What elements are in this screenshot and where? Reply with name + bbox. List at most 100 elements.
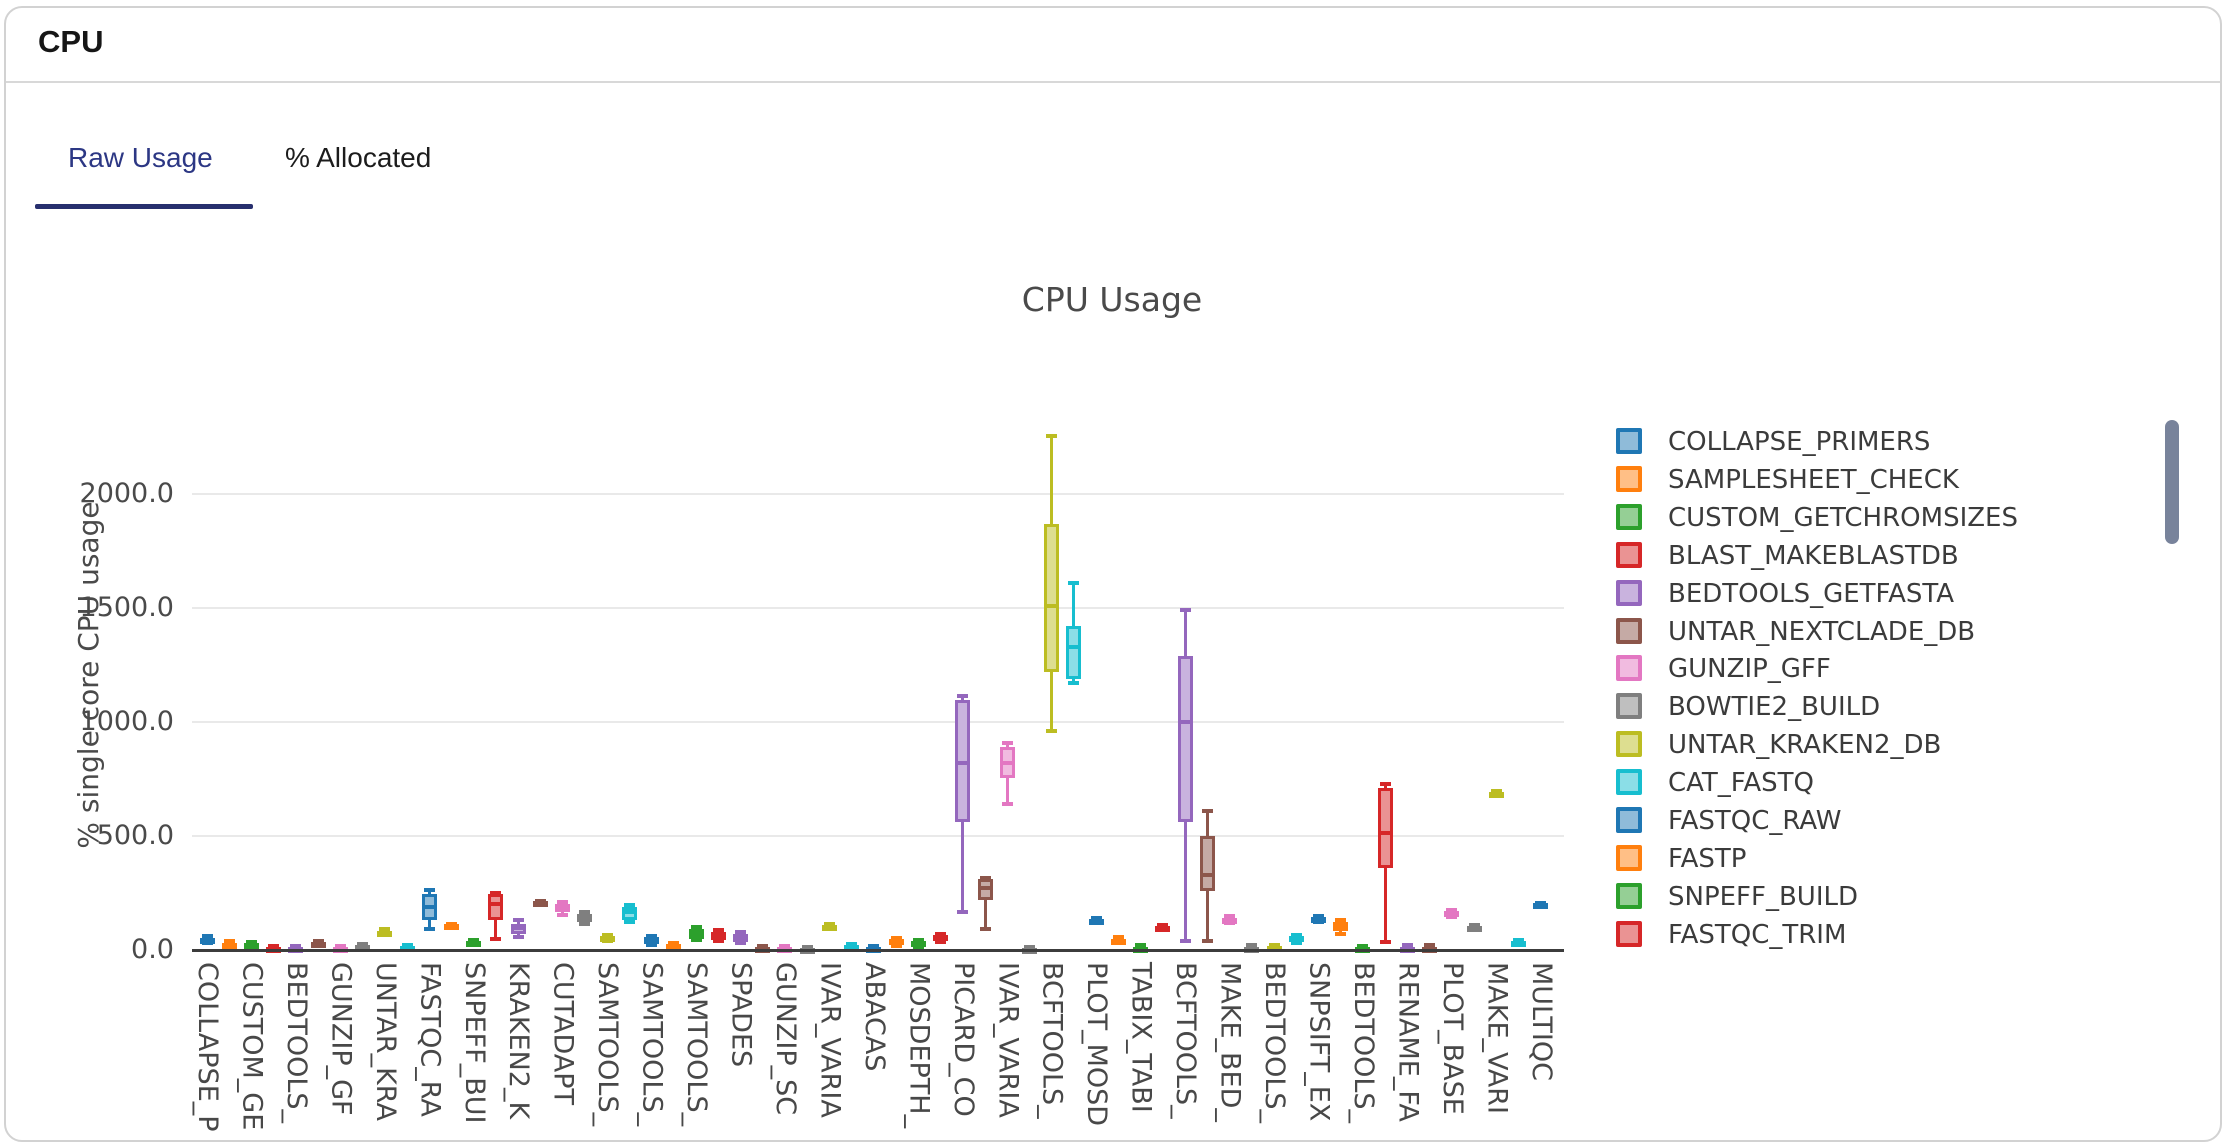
legend-item[interactable]: SNPEFF_BUILD — [1610, 882, 2170, 912]
legend-item[interactable]: BEDTOOLS_GETFASTA — [1610, 579, 2170, 609]
legend-item[interactable]: FASTQC_TRIM — [1610, 920, 2170, 950]
box-whisker-cap — [1090, 916, 1102, 921]
box-whisker-cap — [712, 928, 724, 933]
box-median-line — [312, 941, 324, 946]
x-tick-label: UNTAR_KRA — [369, 962, 401, 1121]
legend-swatch-icon — [1616, 920, 1642, 947]
box-whisker-cap — [979, 927, 991, 932]
box-whisker-cap — [957, 694, 969, 699]
x-tick-label: SAMTOOLS_ — [592, 962, 624, 1127]
tab-raw-usage[interactable]: Raw Usage — [68, 142, 213, 173]
box-whisker-cap — [1446, 907, 1458, 912]
box-whisker-cap — [1201, 938, 1213, 943]
box-whisker-cap — [712, 938, 724, 943]
box-whisker-cap — [379, 927, 391, 932]
legend-item[interactable]: SAMPLESHEET_CHECK — [1610, 465, 2170, 495]
tab-percent-allocated[interactable]: % Allocated — [285, 142, 432, 173]
x-tick-label: BCFTOOLS_ — [1170, 962, 1202, 1119]
box-whisker-cap — [1046, 433, 1058, 438]
box-whisker-cap — [423, 887, 435, 892]
legend-item[interactable]: BLAST_MAKEBLASTDB — [1610, 541, 2170, 571]
legend-item[interactable]: BOWTIE2_BUILD — [1610, 692, 2170, 722]
box-median-line — [1112, 937, 1124, 942]
box-median-line — [1357, 946, 1369, 951]
box-whisker-cap — [490, 890, 502, 895]
box-whisker-cap — [1112, 935, 1124, 940]
legend-item[interactable]: FASTP — [1610, 844, 2170, 874]
legend-item[interactable]: FASTQC_RAW — [1610, 806, 2170, 836]
box-median-line — [1046, 603, 1058, 608]
legend-swatch-icon — [1616, 693, 1642, 720]
box-median-line — [1246, 945, 1258, 950]
legend-label: CAT_FASTQ — [1668, 768, 1815, 799]
box-whisker-cap — [690, 937, 702, 942]
box-whisker-cap — [468, 937, 480, 942]
box-whisker-cap — [1179, 608, 1191, 613]
box-whisker-cap — [1157, 922, 1169, 927]
box-median-line — [890, 940, 902, 945]
legend-swatch-icon — [1616, 844, 1642, 871]
legend-label: SNPEFF_BUILD — [1668, 881, 1859, 912]
legend-item[interactable]: GUNZIP_GFF — [1610, 654, 2170, 684]
box-median-line — [1001, 761, 1013, 766]
y-axis-title: % single core CPU usage — [72, 501, 105, 849]
legend-label: BLAST_MAKEBLASTDB — [1668, 540, 1959, 571]
legend-item[interactable]: CAT_FASTQ — [1610, 768, 2170, 798]
x-tick-label: MULTIQC — [1525, 962, 1557, 1081]
box-whisker-cap — [1068, 681, 1080, 686]
y-tick-label: 1000.0 — [79, 706, 174, 737]
legend-item[interactable]: UNTAR_KRAKEN2_DB — [1610, 730, 2170, 760]
x-tick-label: KRAKEN2_K — [503, 962, 535, 1120]
x-tick-label: MOSDEPTH_ — [903, 962, 935, 1129]
box-median-line — [1335, 925, 1347, 930]
legend-label: SAMPLESHEET_CHECK — [1668, 464, 1959, 495]
box-whisker-cap — [935, 939, 947, 944]
chart-region: CPU Usage % single core CPU usage 2000.0… — [6, 8, 2220, 1134]
legend-item[interactable]: COLLAPSE_PRIMERS — [1610, 427, 2170, 457]
legend-item[interactable]: UNTAR_NEXTCLADE_DB — [1610, 617, 2170, 647]
box-whisker-cap — [201, 934, 213, 939]
y-tick-label: 0.0 — [131, 934, 174, 965]
x-tick-label: PLOT_MOSD — [1081, 962, 1113, 1127]
x-tick-label: PLOT_BASE — [1436, 962, 1468, 1115]
legend-item[interactable]: CUSTOM_GETCHROMSIZES — [1610, 503, 2170, 533]
box-whisker-cap — [1335, 917, 1347, 922]
grid-line — [192, 721, 1564, 723]
box-median-line — [490, 902, 502, 907]
box-median-line — [823, 925, 835, 930]
x-tick-label: MAKE_BED_ — [1214, 962, 1246, 1122]
box-iqr — [1066, 626, 1082, 679]
legend-swatch-icon — [1616, 503, 1642, 530]
y-tick-label: 1500.0 — [79, 592, 174, 623]
legend-scrollbar-thumb[interactable] — [2165, 420, 2179, 544]
header-divider — [6, 81, 2220, 83]
x-tick-label: SNPSIFT_EX — [1303, 962, 1335, 1122]
box-median-line — [1290, 936, 1302, 941]
box-whisker-cap — [579, 921, 591, 926]
box-median-line — [1379, 830, 1391, 835]
box-whisker-cap — [557, 913, 569, 918]
box-median-line — [1024, 946, 1035, 951]
active-tab-underline — [35, 204, 253, 209]
box-whisker-cap — [912, 937, 924, 942]
grid-line — [192, 835, 1564, 837]
box-median-line — [935, 936, 947, 941]
box-median-line — [601, 936, 613, 941]
box-median-line — [979, 886, 991, 891]
box-median-line — [357, 943, 369, 948]
x-tick-label: COLLAPSE_P — [192, 962, 223, 1132]
x-tick-label: GUNZIP_SC — [769, 962, 801, 1116]
box-whisker-cap — [823, 922, 835, 927]
legend-label: FASTQC_TRIM — [1668, 919, 1847, 950]
box-median-line — [957, 761, 969, 766]
box-whisker-cap — [223, 939, 235, 944]
box-whisker-cap — [1179, 938, 1191, 943]
x-tick-label: ABACAS — [858, 962, 890, 1072]
legend-swatch-icon — [1616, 882, 1642, 909]
box-whisker-cap — [623, 902, 635, 907]
grid-line — [192, 607, 1564, 609]
box-median-line — [579, 916, 591, 921]
legend-swatch-icon — [1616, 655, 1642, 682]
box-whisker-cap — [735, 940, 747, 945]
